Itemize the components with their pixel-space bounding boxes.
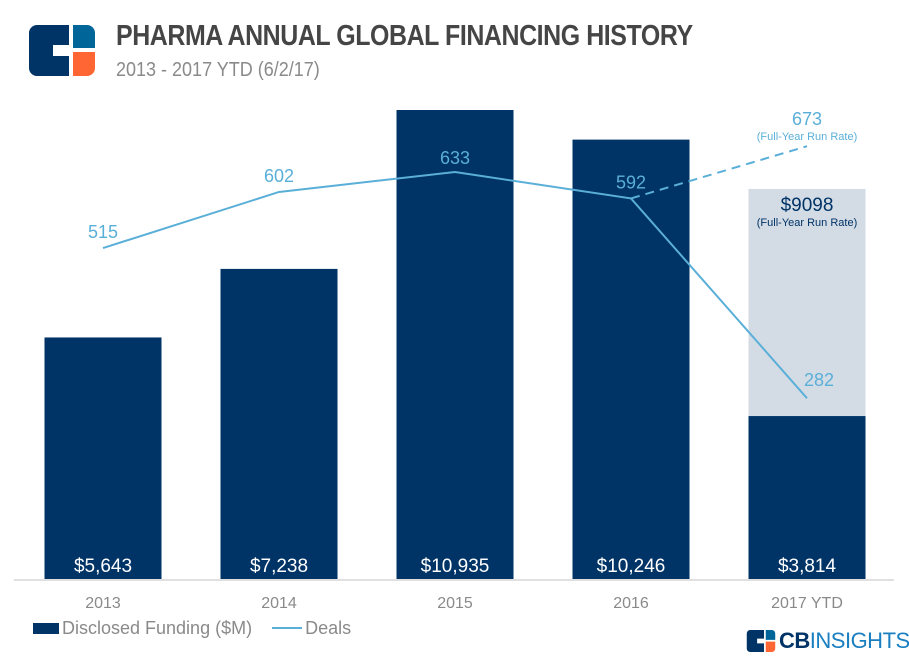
brand-insights-text: INSIGHTS xyxy=(809,628,909,653)
logo-blue-block xyxy=(73,25,95,48)
funding-bar-2015 xyxy=(396,110,514,580)
x-tick-label: 2013 xyxy=(85,595,121,612)
deals-projection-note: (Full-Year Run Rate) xyxy=(757,131,857,143)
legend-funding-label: Disclosed Funding ($M) xyxy=(62,617,253,638)
deals-data-label: 592 xyxy=(616,172,646,192)
funding-projection-note: (Full-Year Run Rate) xyxy=(757,217,857,229)
deals-line xyxy=(102,170,808,399)
deals-data-label: 282 xyxy=(804,370,834,390)
legend-funding-swatch xyxy=(33,622,59,634)
cb-insights-brand: CBINSIGHTS xyxy=(746,630,909,652)
funding-projection-label: $9098 xyxy=(781,195,834,216)
funding-bar-2016 xyxy=(572,139,690,581)
chart-subtitle: 2013 - 2017 YTD (6/2/17) xyxy=(116,59,320,81)
cb-insights-brand-icon xyxy=(746,630,776,652)
x-tick-label: 2014 xyxy=(261,595,297,612)
x-tick-label: 2016 xyxy=(613,595,649,612)
funding-data-label: $5,643 xyxy=(74,556,132,577)
deals-data-label: 515 xyxy=(88,222,118,242)
logo-dark-block xyxy=(29,25,69,76)
legend-deals-label: Deals xyxy=(305,617,352,638)
deals-projection-label: 673 xyxy=(792,109,822,129)
funding-data-label: $7,238 xyxy=(250,556,308,577)
funding-data-label: $3,814 xyxy=(778,556,837,577)
legend-deals-swatch xyxy=(272,627,303,629)
x-tick-label: 2017 YTD xyxy=(771,595,843,612)
chart-title: PHARMA ANNUAL GLOBAL FINANCING HISTORY xyxy=(116,20,693,52)
brand-cb-text: CB xyxy=(779,628,810,653)
x-tick-label: 2015 xyxy=(437,595,473,612)
logo-orange-block xyxy=(73,52,95,76)
cb-insights-logo-icon xyxy=(29,25,95,76)
funding-bar-2014 xyxy=(220,268,338,580)
funding-data-label: $10,246 xyxy=(597,556,666,577)
deals-data-label: 602 xyxy=(264,166,294,186)
deals-data-label: 633 xyxy=(440,148,470,168)
funding-bar-2017-ytd xyxy=(748,416,866,580)
funding-data-label: $10,935 xyxy=(421,556,490,577)
legend: Disclosed Funding ($M) Deals xyxy=(33,617,351,639)
deals-projection-dashed-line xyxy=(630,145,808,200)
funding-bar-2013 xyxy=(44,337,162,580)
